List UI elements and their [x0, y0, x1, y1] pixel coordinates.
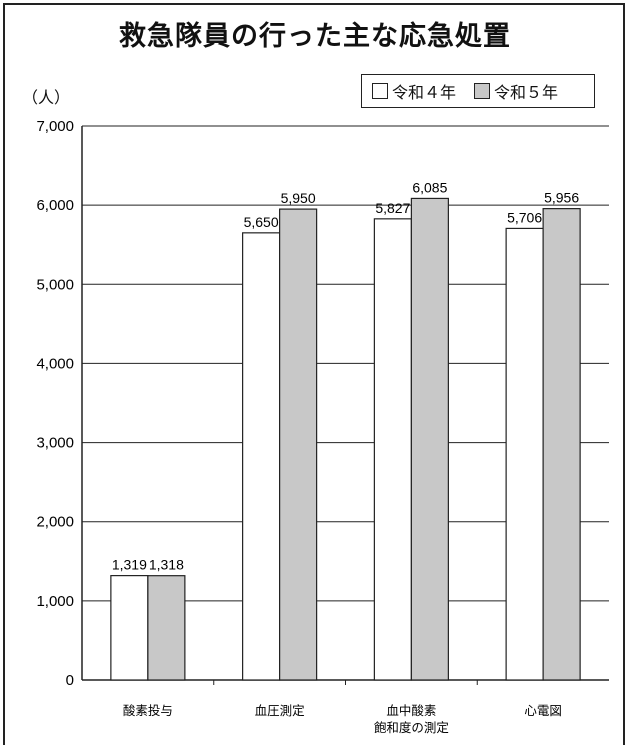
bar [242, 232, 281, 681]
bar [410, 197, 449, 681]
data-label: 5,827 [375, 200, 410, 216]
legend-label-series-2: 令和５年 [494, 83, 559, 102]
y-tick-label: 5,000 [36, 276, 74, 293]
bar [110, 575, 149, 681]
y-tick-label: 2,000 [36, 514, 74, 531]
x-category-label: 飽和度の測定 [374, 720, 449, 735]
y-tick-label: 7,000 [36, 118, 74, 135]
y-axis-unit-label: （人） [22, 88, 71, 107]
data-label: 1,319 [112, 557, 147, 573]
chart-title: 救急隊員の行った主な応急処置 [119, 21, 511, 52]
y-tick-label: 1,000 [36, 593, 74, 610]
data-label: 5,950 [281, 190, 316, 206]
x-category-label: 酸素投与 [123, 703, 173, 718]
legend-item-series-2: 令和５年 [474, 79, 558, 103]
legend: 令和４年 令和５年 [361, 74, 595, 108]
y-tick-label: 0 [66, 672, 74, 689]
y-tick-label: 6,000 [36, 197, 74, 214]
bar [147, 575, 186, 681]
legend-item-series-1: 令和４年 [372, 79, 456, 103]
chart-frame [3, 3, 625, 745]
data-label: 6,085 [412, 179, 447, 195]
y-tick-label: 3,000 [36, 435, 74, 452]
data-label: 1,318 [149, 557, 184, 573]
y-tick-label: 4,000 [36, 355, 74, 372]
legend-label-series-1: 令和４年 [392, 83, 457, 102]
legend-swatch-series-1 [372, 83, 388, 99]
bar [542, 208, 581, 681]
data-label: 5,706 [507, 209, 542, 225]
x-category-label: 血中酸素 [386, 703, 436, 718]
bar [505, 227, 544, 681]
bar [373, 218, 412, 681]
x-category-label: 血圧測定 [255, 703, 305, 718]
x-category-label: 心電図 [524, 703, 562, 718]
bar [279, 208, 318, 681]
data-label: 5,650 [244, 214, 279, 230]
legend-swatch-series-2 [474, 83, 491, 99]
data-label: 5,956 [544, 190, 579, 206]
